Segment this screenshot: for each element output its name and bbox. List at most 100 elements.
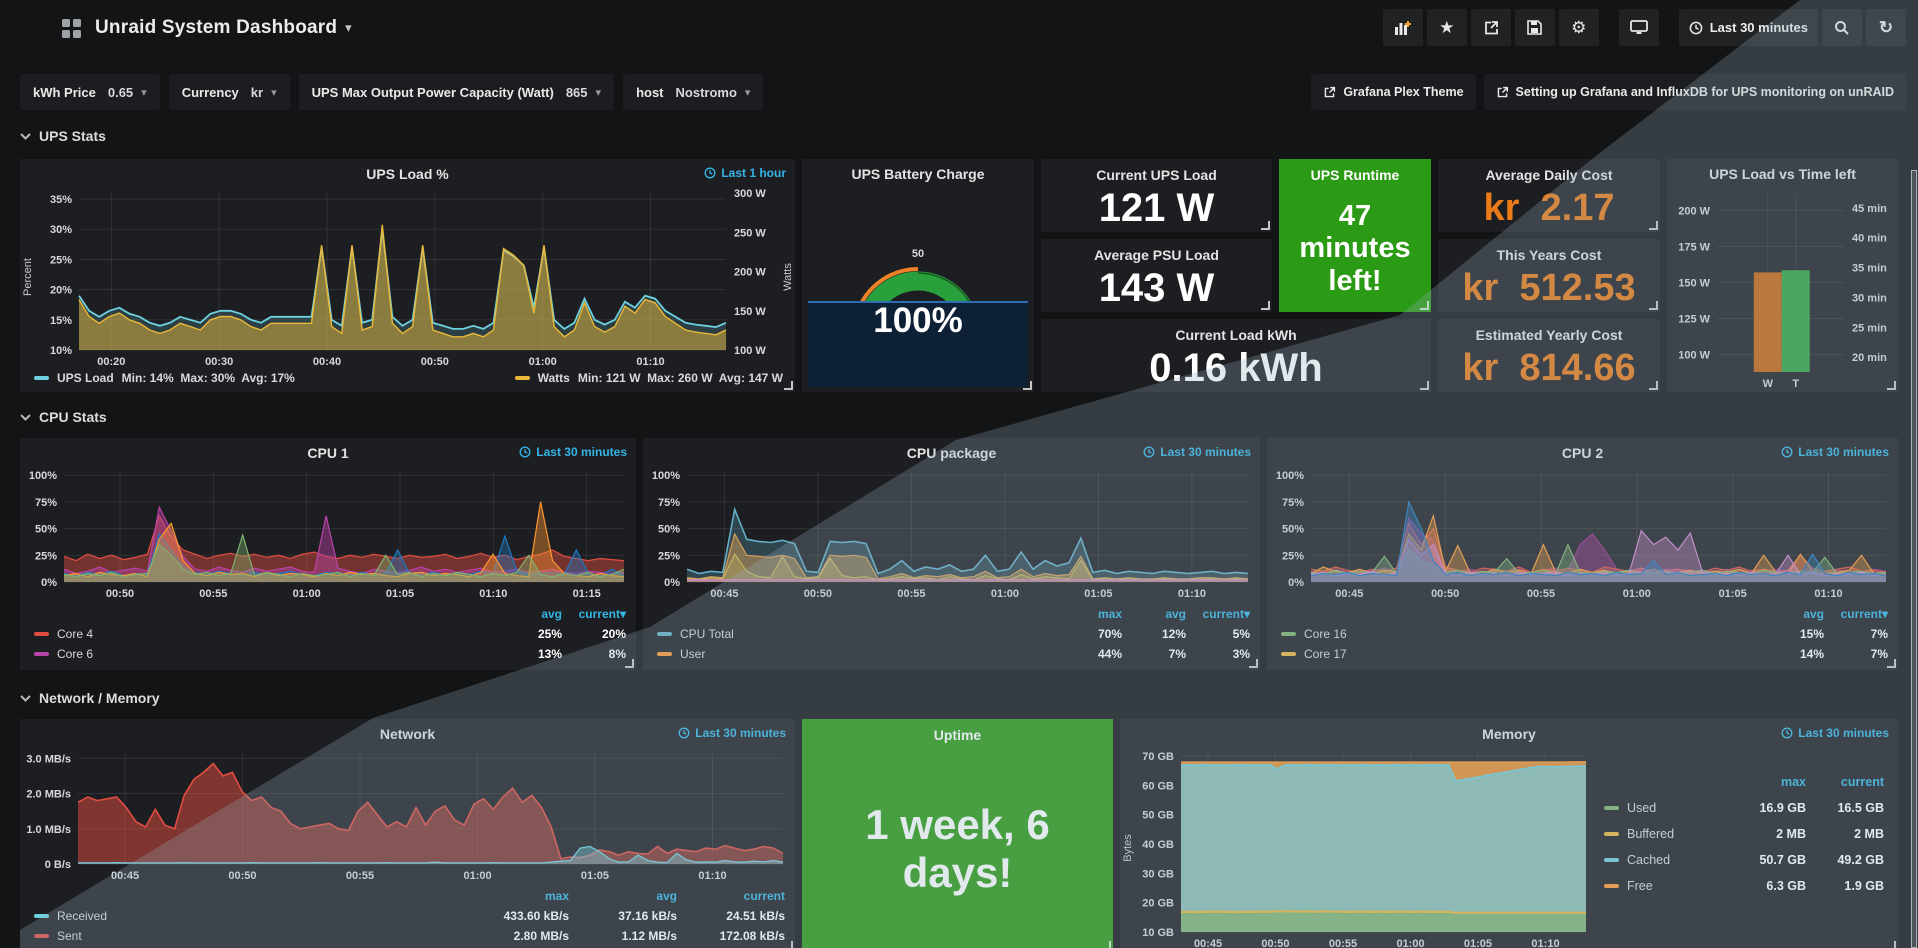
legend-column-current[interactable]: current▾ — [1202, 607, 1250, 621]
stat-title[interactable]: Average PSU Load — [1094, 247, 1219, 263]
legend-series-name[interactable]: Received — [57, 909, 108, 923]
svg-text:30 min: 30 min — [1852, 292, 1887, 304]
legend-series-name[interactable]: User — [680, 647, 706, 661]
panel-title[interactable]: CPU 2 — [1561, 445, 1604, 461]
legend-row: Buffered 2 MB 2 MB — [1604, 821, 1884, 847]
panel-title[interactable]: Network — [379, 726, 436, 742]
time-range-label[interactable]: Last 30 minutes — [678, 726, 786, 740]
dashboard-grid-icon[interactable] — [62, 18, 81, 38]
legend-value: 13% — [537, 647, 562, 661]
add-panel-button[interactable] — [1382, 9, 1423, 46]
variable-value[interactable]: 865 — [565, 84, 588, 100]
variable-value[interactable]: 0.65 — [107, 84, 134, 100]
ups-bars-chart[interactable]: 100 W 125 W 150 W 175 W 200 W 20 min 25 min 30 … — [1667, 183, 1898, 392]
dashboard-title[interactable]: Unraid System Dashboard — [95, 17, 338, 38]
variable-currency[interactable]: Currency kr ▾ — [168, 74, 290, 110]
svg-text:2.0 MB/s: 2.0 MB/s — [26, 789, 71, 801]
gear-icon: ⚙ — [1571, 17, 1587, 37]
stat-title[interactable]: UPS Runtime — [1310, 167, 1400, 183]
stat-title[interactable]: Current UPS Load — [1096, 167, 1217, 183]
legend-swatch — [1604, 832, 1619, 836]
clock-icon — [678, 727, 690, 739]
svg-text:00:50: 00:50 — [228, 870, 256, 882]
zoom-out-button[interactable] — [1822, 9, 1862, 46]
time-range-label[interactable]: Last 30 minutes — [519, 445, 627, 459]
tv-mode-button[interactable] — [1618, 9, 1659, 46]
settings-button[interactable]: ⚙ — [1558, 9, 1599, 46]
legend-column-avg[interactable]: avg — [1165, 607, 1186, 621]
section-network-memory[interactable]: Network / Memory — [20, 690, 160, 706]
variable-ups-max-output-power-capacity-watt-[interactable]: UPS Max Output Power Capacity (Watt) 865… — [298, 74, 615, 110]
legend-series-name[interactable]: Core 4 — [57, 627, 94, 641]
time-range-label[interactable]: Last 30 minutes — [1781, 726, 1889, 740]
legend-column-avg[interactable]: avg — [656, 889, 677, 903]
variable-kwh-price[interactable]: kWh Price 0.65 ▾ — [20, 74, 160, 110]
cpu1-chart[interactable]: 0% 25% 50% 75% 100% 00:50 00:55 01:00 01:05 01:10… — [20, 462, 636, 602]
dashboard-link[interactable]: Grafana Plex Theme — [1311, 74, 1476, 110]
stat-title[interactable]: Average Daily Cost — [1485, 167, 1613, 183]
variable-host[interactable]: host Nostromo ▾ — [623, 74, 764, 110]
panel-title[interactable]: CPU package — [906, 445, 997, 461]
stat-title[interactable]: Uptime — [933, 727, 982, 743]
panel-title[interactable]: Memory — [1482, 726, 1536, 742]
memory-chart[interactable]: 10 GB 20 GB 30 GB 40 GB 50 GB 60 GB 70 GB 00:45… — [1135, 743, 1598, 948]
legend-column-avg[interactable]: avg — [541, 607, 562, 621]
share-icon — [1484, 20, 1498, 34]
refresh-button[interactable]: ↻ — [1866, 9, 1906, 46]
time-range-label[interactable]: Last 30 minutes — [1143, 445, 1251, 459]
share-button[interactable] — [1470, 9, 1511, 46]
scrollbar-thumb[interactable] — [1911, 170, 1917, 948]
variable-value[interactable]: kr — [250, 84, 264, 100]
legend-series-name[interactable]: Used — [1627, 801, 1657, 815]
panel-title[interactable]: UPS Load % — [366, 166, 449, 182]
svg-text:40 min: 40 min — [1852, 233, 1887, 245]
star-button[interactable]: ★ — [1426, 9, 1467, 46]
cpu2-chart[interactable]: 0% 25% 50% 75% 100% 00:45 00:50 00:55 01:00 01:05… — [1267, 462, 1898, 602]
panel-title[interactable]: CPU 1 — [307, 445, 349, 461]
legend-series-name[interactable]: UPS Load — [57, 371, 114, 385]
ups-load-chart[interactable]: 10% 15% 20% 25% 30% 35% 00:20 00:30 00:40 00:50 01… — [35, 183, 780, 370]
section-cpu-stats[interactable]: CPU Stats — [20, 409, 107, 425]
legend-series-name[interactable]: Buffered — [1627, 827, 1675, 841]
panel-title[interactable]: UPS Battery Charge — [851, 166, 985, 182]
svg-text:0%: 0% — [664, 577, 680, 589]
panel-current-ups-load: Current UPS Load 121 W — [1041, 159, 1272, 232]
legend-column-current[interactable]: current — [743, 889, 785, 903]
legend-series-name[interactable]: CPU Total — [680, 627, 734, 641]
time-range-label[interactable]: Last 30 minutes — [1781, 445, 1889, 459]
legend-column-max[interactable]: max — [1097, 607, 1122, 621]
legend-series-name[interactable]: Cached — [1627, 853, 1671, 867]
legend-column-avg[interactable]: avg — [1803, 607, 1824, 621]
cpu-package-chart[interactable]: 0% 25% 50% 75% 100% 00:45 00:50 00:55 01:00 01:05… — [643, 462, 1260, 602]
legend-series-name[interactable]: Core 16 — [1304, 627, 1347, 641]
panel-title[interactable]: UPS Load vs Time left — [1709, 166, 1856, 182]
panel-network: Network Last 30 minutes 0 B/s 1.0 MB/s 2.0… — [20, 719, 795, 948]
legend-series-name[interactable]: Watts — [537, 371, 570, 385]
legend-column-max[interactable]: max — [544, 889, 569, 903]
stat-title[interactable]: Current Load kWh — [1175, 327, 1297, 343]
legend-series-name[interactable]: Sent — [57, 929, 82, 943]
legend-value: 70% — [1097, 627, 1122, 641]
section-ups-stats[interactable]: UPS Stats — [20, 128, 106, 144]
variable-value[interactable]: Nostromo — [675, 84, 737, 100]
dashboard-link[interactable]: Setting up Grafana and InfluxDB for UPS … — [1483, 74, 1906, 110]
stat-title[interactable]: This Years Cost — [1496, 247, 1602, 263]
graph-legend: avg current▾ Core 4 25% 20% Core 6 13% 8% — [20, 602, 636, 670]
save-button[interactable] — [1514, 9, 1555, 46]
legend-series-name[interactable]: Free — [1627, 879, 1653, 893]
time-range-label[interactable]: Last 1 hour — [704, 166, 786, 180]
network-chart[interactable]: 0 B/s 1.0 MB/s 2.0 MB/s 3.0 MB/s 00:45 00:50 0… — [20, 743, 795, 884]
legend-column-max[interactable]: max — [1780, 775, 1806, 789]
legend-series-name[interactable]: Core 17 — [1304, 647, 1347, 661]
legend-column-current[interactable]: current▾ — [1840, 607, 1888, 621]
clock-icon — [1143, 446, 1155, 458]
caret-down-icon[interactable]: ▾ — [345, 20, 352, 35]
stat-title[interactable]: Estimated Yearly Cost — [1475, 327, 1623, 343]
svg-text:25%: 25% — [658, 550, 680, 562]
legend-column-current[interactable]: current — [1840, 775, 1884, 789]
svg-text:35%: 35% — [50, 194, 72, 206]
legend-column-current[interactable]: current▾ — [578, 607, 626, 621]
legend-series-name[interactable]: Core 6 — [57, 647, 94, 661]
legend-swatch — [34, 914, 49, 918]
time-picker-button[interactable]: Last 30 minutes — [1678, 9, 1818, 46]
